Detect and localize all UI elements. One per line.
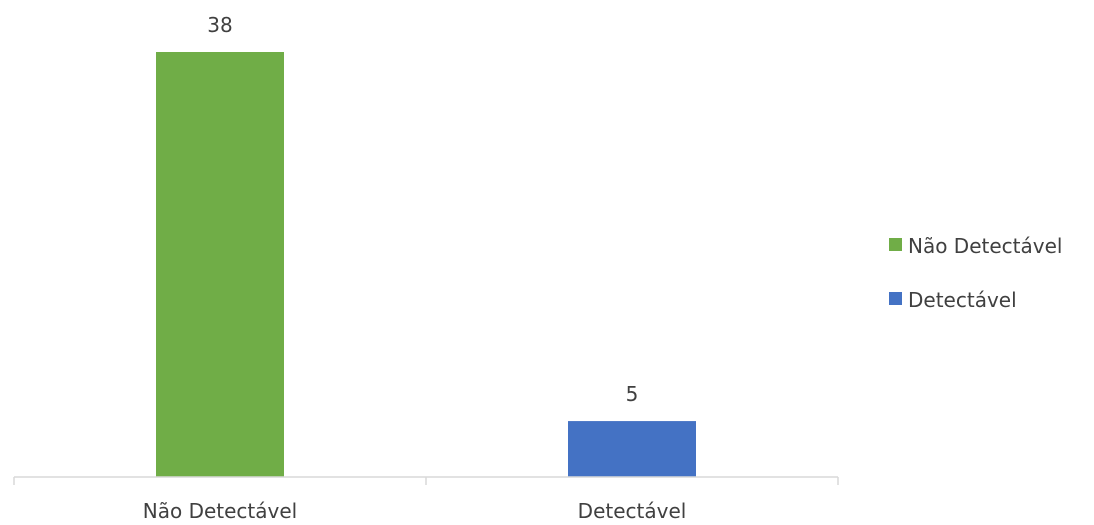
legend-label-detectavel: Detectável <box>908 288 1017 312</box>
legend-swatch-nao-detectavel <box>889 238 902 251</box>
x-tick-label-detectavel: Detectável <box>578 499 687 523</box>
bar-detectavel <box>568 421 696 477</box>
x-axis-tick-labels: Não Detectável Detectável <box>143 499 687 523</box>
data-label-nao-detectavel: 38 <box>207 13 232 37</box>
x-tick-label-nao-detectavel: Não Detectável <box>143 499 297 523</box>
legend: Não Detectável Detectável <box>889 234 1062 312</box>
bar-nao-detectavel <box>156 52 284 477</box>
x-axis-ticks <box>13 477 839 485</box>
data-labels-group: 38 5 <box>207 13 638 406</box>
legend-label-nao-detectavel: Não Detectável <box>908 234 1062 258</box>
data-label-detectavel: 5 <box>626 382 639 406</box>
bars-group <box>156 52 696 477</box>
legend-swatch-detectavel <box>889 292 902 305</box>
